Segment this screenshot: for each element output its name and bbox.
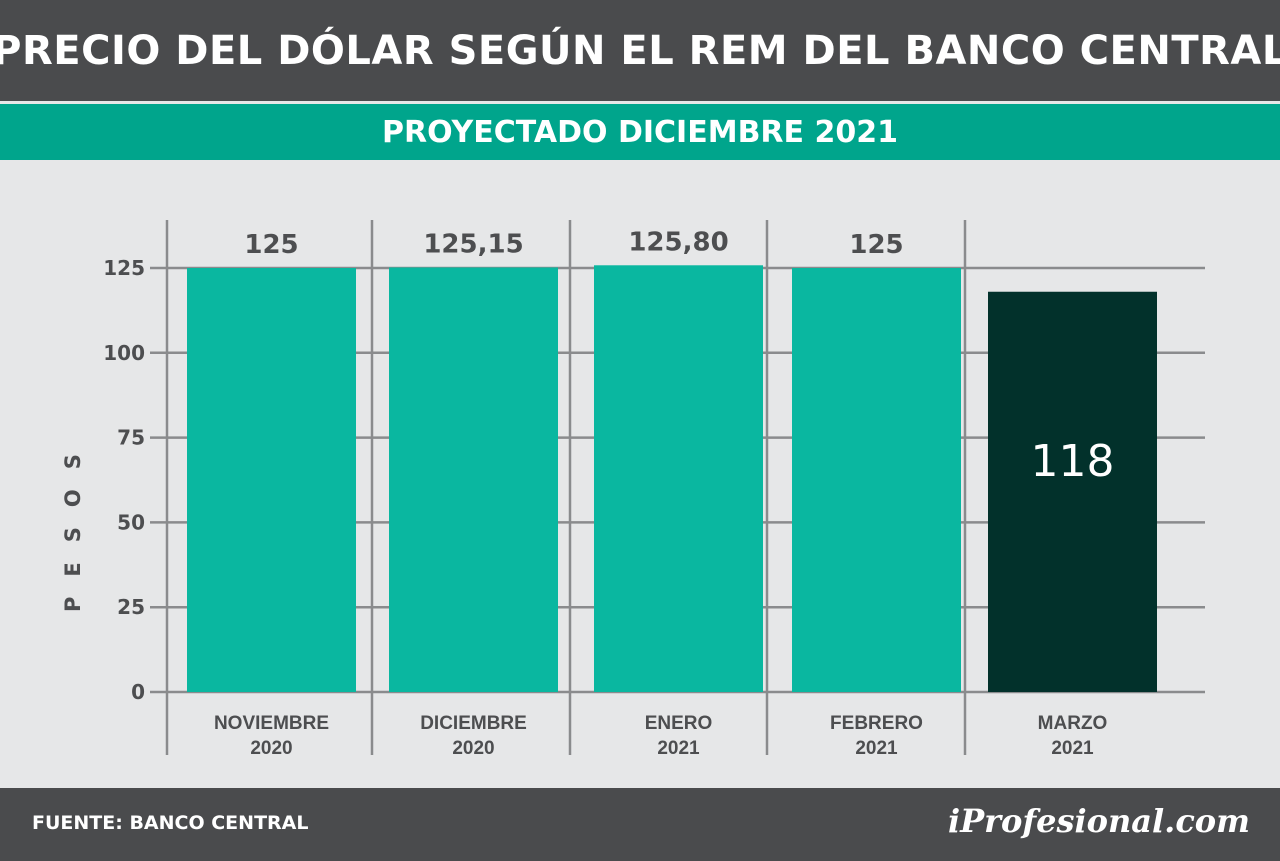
bar-value-label: 118 (1031, 436, 1115, 487)
bar (187, 268, 356, 692)
x-tick-label: 2021 (1051, 738, 1094, 759)
y-tick-label: 25 (117, 595, 145, 619)
bar-value-label: 125 (244, 230, 298, 260)
footer-bar: FUENTE: BANCO CENTRAL iProfesional.com (0, 788, 1280, 861)
x-tick-label: ENERO (645, 713, 713, 734)
x-tick-label: DICIEMBRE (420, 713, 527, 734)
subtitle-bar: PROYECTADO DICIEMBRE 2021 (0, 104, 1280, 160)
bar-value-label: 125,80 (628, 227, 728, 257)
y-tick-label: 125 (103, 256, 145, 280)
x-tick-label: NOVIEMBRE (214, 713, 329, 734)
x-tick-label: FEBRERO (830, 713, 923, 734)
bar (792, 268, 961, 692)
title-bar: PRECIO DEL DÓLAR SEGÚN EL REM DEL BANCO … (0, 0, 1280, 101)
y-axis-label: PESOS (61, 434, 85, 612)
brand-logo: iProfesional.com (947, 802, 1250, 840)
bar-value-label: 125,15 (423, 229, 523, 259)
bar-chart: PESOS 0 25 50 75 100 125 125 NOVIEMBRE 2020 125,1… (61, 220, 1205, 759)
chart-title: PRECIO DEL DÓLAR SEGÚN EL REM DEL BANCO … (0, 27, 1280, 74)
y-tick-label: 100 (103, 341, 145, 365)
chart-subtitle: PROYECTADO DICIEMBRE 2021 (382, 114, 898, 150)
bar-value-label: 125 (849, 230, 903, 260)
y-tick-label: 50 (117, 510, 145, 534)
bar (594, 265, 763, 692)
x-tick-label: 2020 (452, 738, 494, 759)
y-tick-label: 0 (131, 680, 145, 704)
y-tick-label: 75 (117, 426, 145, 450)
bar (988, 291, 1157, 692)
x-tick-label: 2021 (855, 738, 898, 759)
x-tick-label: 2020 (250, 738, 292, 759)
source-text: FUENTE: BANCO CENTRAL (32, 812, 309, 834)
x-tick-label: 2021 (657, 738, 700, 759)
bar (389, 267, 558, 692)
x-tick-label: MARZO (1038, 713, 1108, 734)
